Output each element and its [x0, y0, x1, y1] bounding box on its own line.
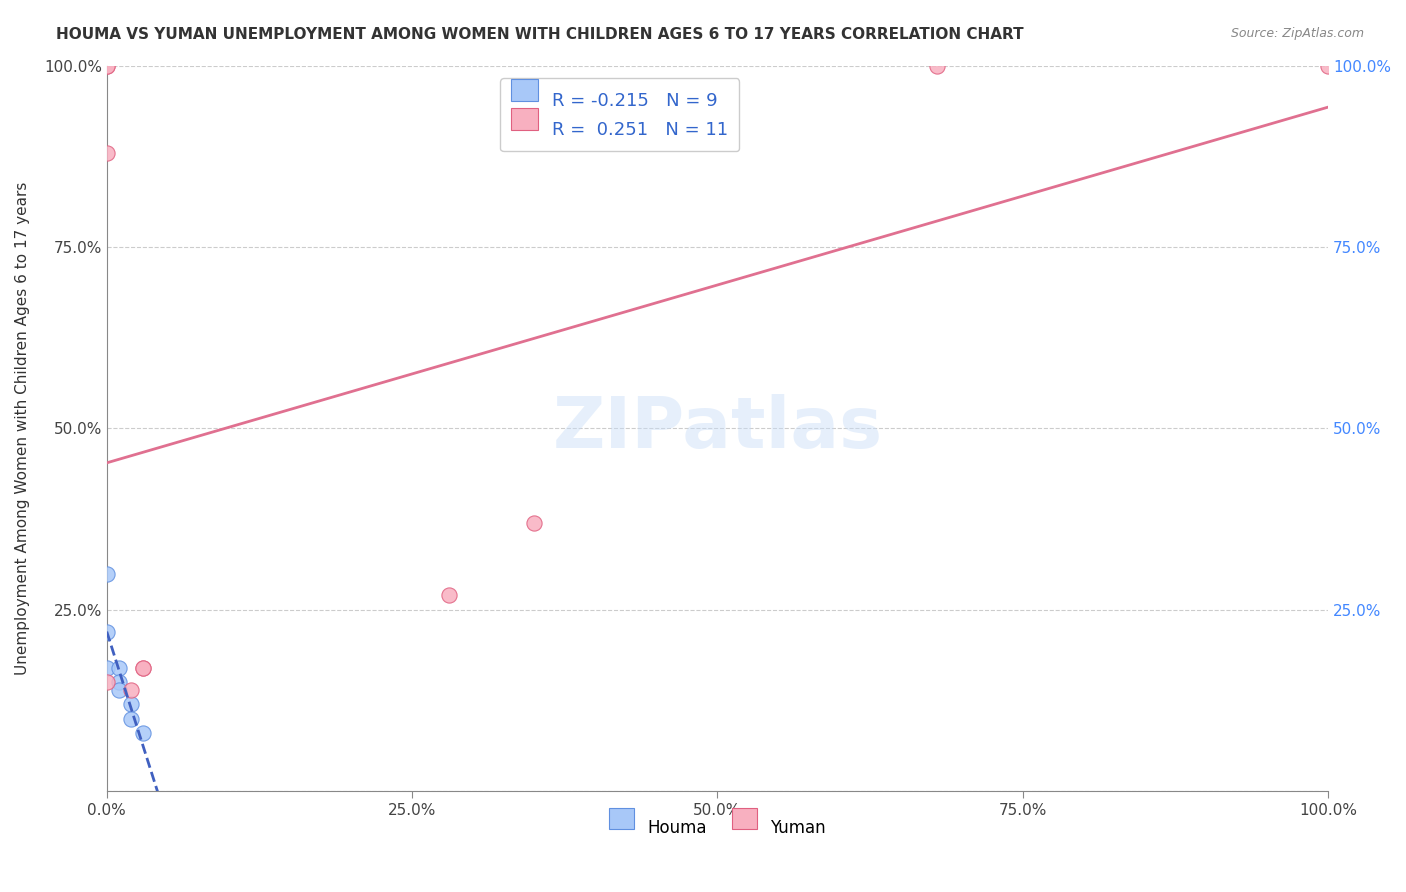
Point	[96, 145, 118, 160]
Point	[120, 712, 142, 726]
Point	[108, 675, 131, 690]
Point	[96, 661, 118, 675]
Point	[108, 661, 131, 675]
Point	[120, 697, 142, 711]
Point	[108, 682, 131, 697]
Point	[523, 516, 546, 530]
Legend: Houma, Yuman: Houma, Yuman	[602, 811, 832, 845]
Point	[132, 661, 155, 675]
Point	[120, 682, 142, 697]
Point	[437, 588, 460, 602]
Text: Source: ZipAtlas.com: Source: ZipAtlas.com	[1230, 27, 1364, 40]
Point	[96, 59, 118, 73]
Point	[132, 661, 155, 675]
Point	[96, 566, 118, 581]
Point	[96, 59, 118, 73]
Point	[132, 726, 155, 740]
Text: HOUMA VS YUMAN UNEMPLOYMENT AMONG WOMEN WITH CHILDREN AGES 6 TO 17 YEARS CORRELA: HOUMA VS YUMAN UNEMPLOYMENT AMONG WOMEN …	[56, 27, 1024, 42]
Point	[927, 59, 949, 73]
Point	[1317, 59, 1340, 73]
Point	[96, 624, 118, 639]
Y-axis label: Unemployment Among Women with Children Ages 6 to 17 years: Unemployment Among Women with Children A…	[15, 182, 30, 675]
Point	[96, 675, 118, 690]
Text: ZIPatlas: ZIPatlas	[553, 394, 883, 463]
